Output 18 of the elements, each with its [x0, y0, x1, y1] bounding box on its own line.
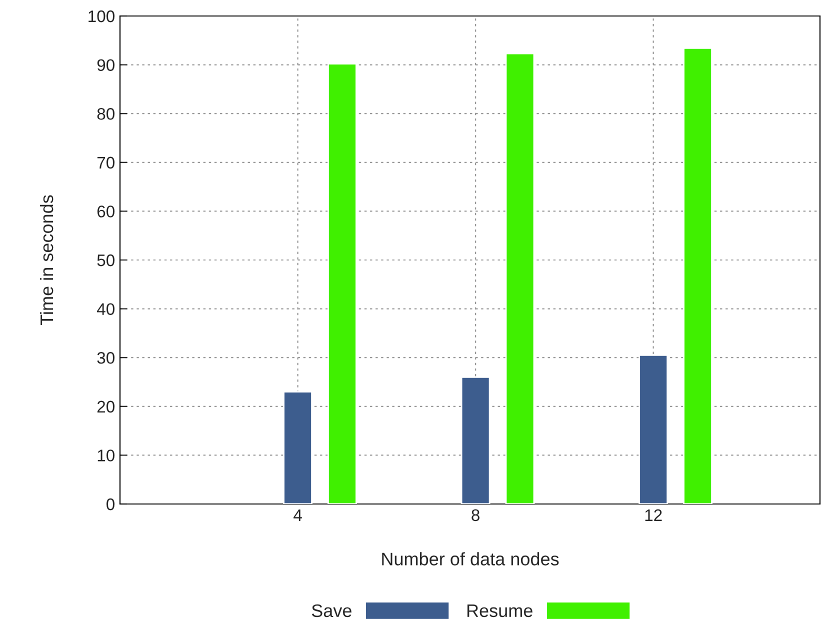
y-tick-label: 90: [97, 59, 114, 72]
y-tick-label: 80: [97, 108, 114, 120]
x-tick-label: 4: [294, 509, 302, 521]
legend-label: Save: [312, 604, 352, 618]
y-tick-label: 50: [97, 254, 114, 266]
y-tick-label: 70: [97, 156, 114, 169]
y-tick-label: 40: [96, 303, 114, 316]
y-tick-label: 0: [106, 498, 114, 510]
x-tick-label: 12: [645, 509, 662, 521]
y-tick-label: 60: [97, 206, 114, 218]
y-tick-label: 100: [88, 10, 114, 22]
x-tick-label: 8: [472, 509, 480, 522]
y-tick-label: 10: [98, 450, 114, 462]
legend-label: Resume: [467, 604, 532, 618]
y-axis-title: Time in seconds: [40, 195, 54, 325]
y-tick-label: 20: [97, 400, 114, 413]
y-tick-label: 30: [97, 352, 114, 364]
x-axis-title: Number of data nodes: [382, 552, 559, 566]
